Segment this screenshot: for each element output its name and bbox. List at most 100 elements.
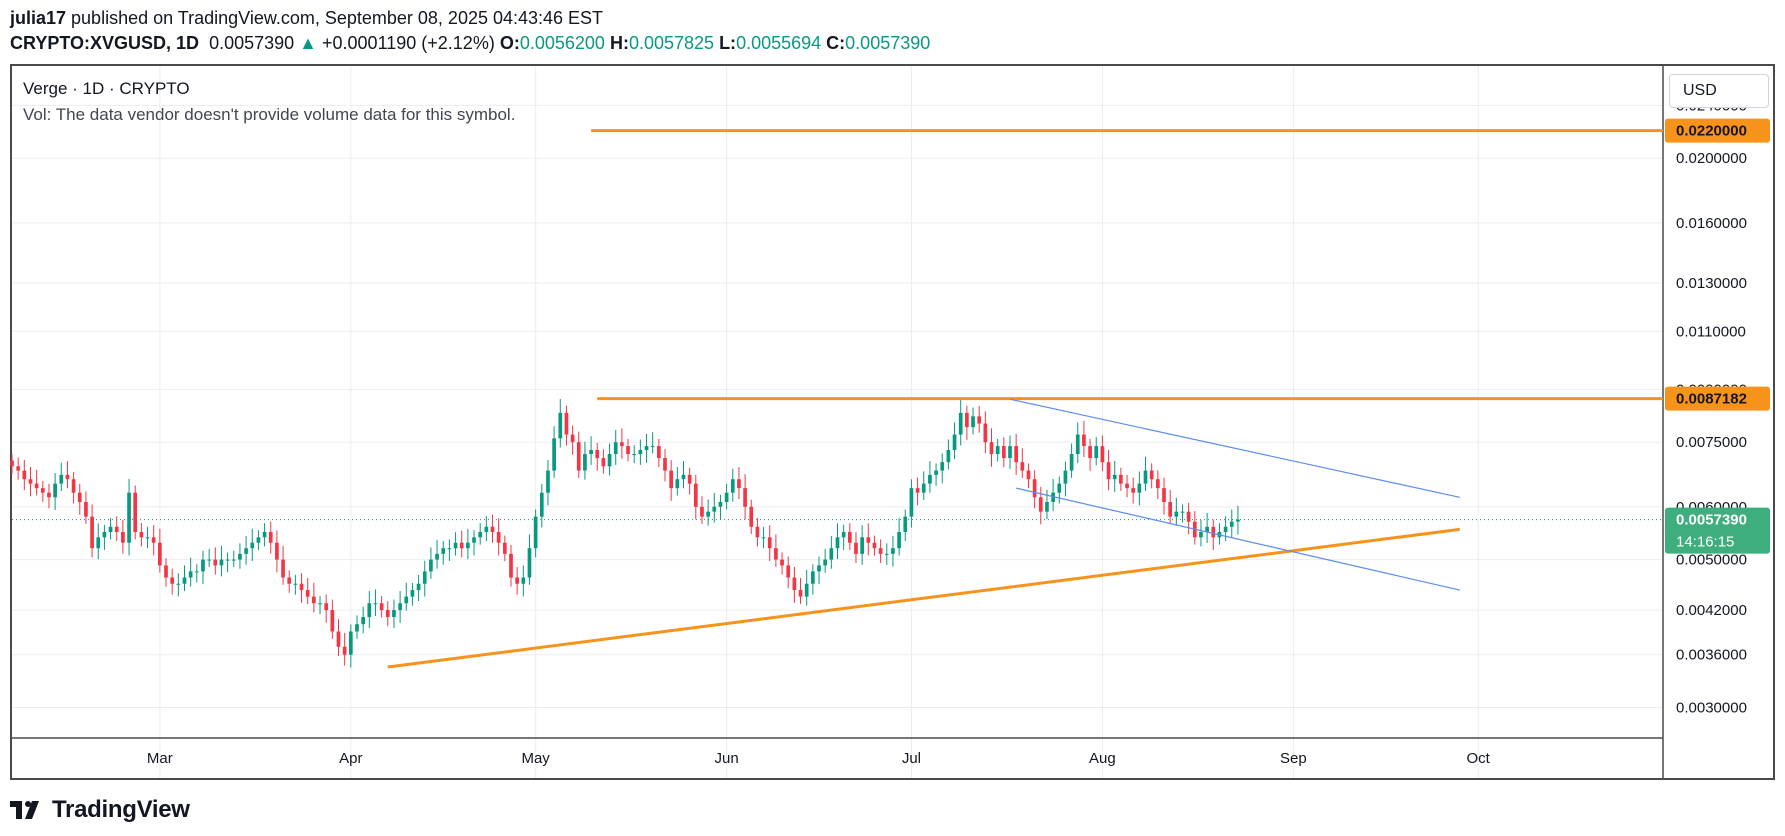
candle-body: [589, 450, 593, 455]
candle-body: [774, 548, 778, 560]
candle-body: [53, 483, 57, 498]
candle-body: [749, 506, 754, 527]
candle-body: [971, 416, 975, 428]
tradingview-logo[interactable]: TradingView: [10, 796, 190, 824]
candle-body: [533, 516, 538, 549]
close-label: C:: [826, 33, 846, 53]
candle-body: [767, 537, 772, 549]
candle-body: [958, 412, 963, 435]
x-tick-label: Mar: [147, 750, 173, 767]
candle-body: [576, 442, 581, 471]
candle-body: [478, 531, 483, 538]
y-tick-label: 0.0075000: [1676, 434, 1747, 451]
candle-body: [903, 516, 908, 532]
candle-body: [601, 458, 606, 467]
candle-body: [201, 559, 205, 572]
candle-body: [583, 454, 587, 471]
candle-body: [860, 537, 864, 554]
candle-body: [700, 506, 704, 517]
candle-body: [225, 559, 230, 561]
candle-body: [121, 531, 125, 543]
currency-button[interactable]: USD: [1669, 74, 1769, 108]
candle-body: [1094, 446, 1099, 459]
candle-body: [915, 488, 920, 493]
level-price-label: 0.0220000: [1676, 123, 1747, 140]
candle-body: [65, 474, 70, 480]
candle-body: [1057, 483, 1062, 493]
candle-body: [22, 470, 27, 480]
candle-body: [539, 492, 544, 517]
candle-body: [1100, 446, 1105, 463]
low-value: 0.0055694: [736, 33, 822, 53]
candle-body: [398, 603, 402, 611]
candle-body: [620, 442, 624, 447]
candle-body: [558, 412, 563, 439]
candle-body: [841, 531, 846, 538]
candle-body: [158, 542, 162, 566]
channel-trendline[interactable]: [1016, 487, 1460, 591]
candle-body: [693, 483, 698, 507]
author-name[interactable]: julia17: [10, 8, 67, 28]
candle-body: [1137, 483, 1142, 493]
bar-countdown-label: 14:16:15: [1676, 534, 1734, 551]
candle-body: [466, 542, 470, 549]
level-price-tag: [1665, 118, 1770, 143]
candle-body: [835, 537, 840, 549]
last-price-tag: [1665, 507, 1770, 554]
candle-body: [626, 446, 630, 455]
candle-body: [182, 577, 187, 584]
candle-body: [268, 531, 273, 543]
candle-body: [909, 488, 914, 517]
candle-body: [496, 531, 501, 543]
candle-body: [706, 511, 710, 517]
candle-body: [16, 466, 21, 471]
candle-body: [761, 537, 766, 539]
candle-body: [1155, 479, 1160, 489]
candle-body: [811, 571, 815, 584]
candle-body: [1082, 434, 1086, 447]
candle-body: [1038, 497, 1043, 512]
symbol-label: CRYPTO:XVGUSD, 1D: [10, 33, 200, 53]
candle-body: [1032, 479, 1037, 498]
candle-body: [1131, 488, 1136, 493]
candle-body: [1069, 454, 1074, 471]
candle-body: [1075, 434, 1080, 455]
support-trendline[interactable]: [387, 527, 1460, 669]
last-price-label: 0.0057390: [1676, 512, 1747, 529]
candle-body: [250, 542, 255, 549]
candle-body: [1236, 519, 1240, 522]
candle-body: [977, 416, 982, 424]
candle-body: [459, 542, 464, 549]
y-tick-label: 0.0050000: [1676, 552, 1747, 569]
published-text: published on TradingView.com, September …: [66, 8, 604, 28]
channel-trendline[interactable]: [1009, 398, 1460, 498]
candle-body: [367, 603, 372, 618]
ohlc-line: CRYPTO:XVGUSD, 1D 0.0057390 ▲ +0.0001190…: [10, 33, 930, 54]
x-tick-label: Oct: [1467, 750, 1491, 767]
candle-body: [595, 450, 600, 459]
candle-body: [127, 492, 131, 543]
candle-body: [995, 446, 1000, 455]
candle-body: [712, 506, 717, 512]
candle-body: [10, 460, 14, 467]
candle-body: [724, 492, 729, 503]
candle-body: [1149, 470, 1154, 480]
candle-body: [453, 542, 458, 549]
change-value: +0.0001190 (+2.12%): [322, 33, 495, 53]
candle-body: [1106, 462, 1111, 480]
candle-body: [1186, 511, 1191, 522]
candle-body: [256, 537, 261, 543]
candle-body: [275, 542, 279, 560]
candle-body: [385, 610, 390, 618]
tradingview-logo-icon: [10, 801, 39, 819]
candle-body: [299, 583, 304, 591]
candle-body: [151, 537, 156, 543]
candle-body: [564, 412, 569, 435]
candle-body: [854, 542, 858, 554]
candle-body: [687, 474, 692, 484]
candle-body: [355, 624, 359, 632]
candle-body: [84, 502, 88, 517]
last-price: 0.0057390: [209, 33, 295, 53]
x-tick-label: May: [521, 750, 550, 767]
